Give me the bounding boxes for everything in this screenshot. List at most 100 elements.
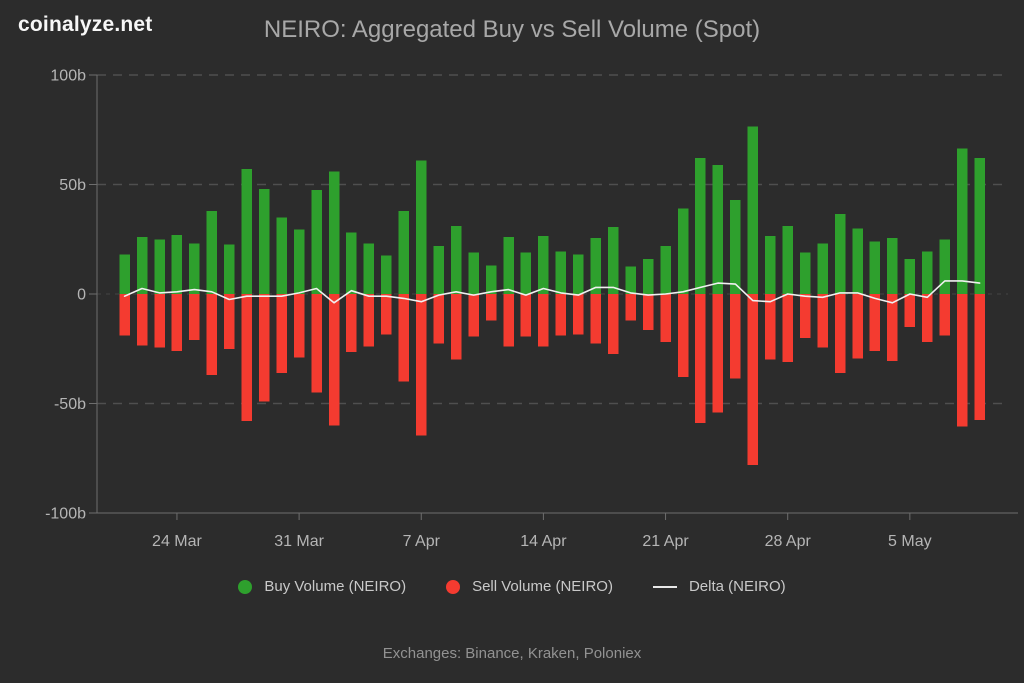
sell-bar[interactable]: [538, 294, 549, 347]
buy-bar[interactable]: [607, 227, 619, 294]
sell-bar[interactable]: [677, 294, 689, 378]
sell-bar[interactable]: [224, 294, 235, 349]
delta-line[interactable]: [123, 280, 981, 304]
buy-bar[interactable]: [485, 265, 497, 294]
buy-bar[interactable]: [730, 199, 741, 294]
sell-bar[interactable]: [520, 294, 532, 337]
sell-bar[interactable]: [485, 294, 497, 321]
buy-bar[interactable]: [712, 164, 724, 294]
sell-bar[interactable]: [206, 294, 218, 376]
buy-bar[interactable]: [642, 258, 654, 294]
buy-bar[interactable]: [869, 241, 881, 294]
buy-bar[interactable]: [782, 226, 793, 294]
sell-bar[interactable]: [154, 294, 165, 348]
legend-item-delta[interactable]: Delta (NEIRO): [652, 578, 786, 595]
sell-bar[interactable]: [712, 294, 724, 413]
buy-bar[interactable]: [974, 158, 985, 294]
brand-logo[interactable]: coinalyze.net: [18, 13, 153, 36]
buy-bar[interactable]: [817, 243, 828, 294]
buy-bar[interactable]: [555, 251, 567, 294]
sell-bar[interactable]: [887, 294, 898, 361]
sell-bar[interactable]: [555, 294, 567, 336]
sell-bar[interactable]: [730, 294, 741, 379]
buy-bar[interactable]: [136, 237, 148, 294]
sell-bar[interactable]: [450, 294, 462, 360]
buy-bar[interactable]: [677, 208, 689, 294]
buy-bar[interactable]: [416, 160, 427, 294]
buy-bar[interactable]: [904, 258, 916, 294]
legend-item-buy[interactable]: Buy Volume (NEIRO): [238, 578, 406, 595]
buy-bar[interactable]: [852, 228, 863, 294]
buy-bar[interactable]: [293, 229, 305, 294]
sell-bar[interactable]: [782, 294, 793, 362]
buy-bar[interactable]: [747, 126, 759, 294]
sell-bar[interactable]: [293, 294, 305, 358]
sell-bar[interactable]: [381, 294, 392, 335]
sell-bar[interactable]: [573, 294, 584, 335]
buy-bar[interactable]: [381, 255, 392, 294]
sell-bar[interactable]: [136, 294, 148, 346]
volume-chart[interactable]: 100b 50b 0 -50b -100b 24 Mar 31 Mar 7 Apr 14 Apr…: [0, 58, 1024, 563]
sell-bar[interactable]: [765, 294, 776, 360]
buy-bar[interactable]: [765, 235, 776, 294]
legend-item-sell[interactable]: Sell Volume (NEIRO): [446, 578, 613, 595]
sell-bar[interactable]: [642, 294, 654, 331]
buy-bar[interactable]: [346, 232, 357, 294]
buy-bar[interactable]: [154, 239, 165, 294]
sell-bar[interactable]: [503, 294, 514, 347]
sell-bar[interactable]: [625, 294, 636, 321]
sell-bar[interactable]: [328, 294, 340, 426]
buy-bar[interactable]: [189, 243, 200, 294]
buy-bar[interactable]: [276, 217, 287, 294]
sell-bar[interactable]: [660, 294, 671, 343]
buy-bar[interactable]: [939, 239, 951, 294]
buy-bar[interactable]: [241, 169, 253, 294]
buy-bar[interactable]: [224, 244, 235, 294]
sell-bar[interactable]: [834, 294, 846, 373]
buy-bar[interactable]: [520, 252, 532, 294]
sell-bar[interactable]: [258, 294, 270, 402]
sell-bar[interactable]: [416, 294, 427, 436]
buy-bar[interactable]: [625, 266, 636, 294]
buy-bar[interactable]: [956, 148, 968, 294]
buy-bar[interactable]: [363, 243, 375, 294]
buy-bar[interactable]: [538, 235, 549, 294]
sell-bar[interactable]: [956, 294, 968, 427]
sell-bar[interactable]: [363, 294, 375, 347]
buy-bar[interactable]: [573, 254, 584, 294]
buy-bar[interactable]: [450, 226, 462, 294]
buy-bar[interactable]: [206, 210, 218, 294]
volume-bars[interactable]: [119, 126, 985, 465]
sell-bar[interactable]: [171, 294, 183, 351]
sell-bar[interactable]: [119, 294, 130, 336]
sell-bar[interactable]: [468, 294, 479, 337]
sell-bar[interactable]: [747, 294, 759, 465]
buy-bar[interactable]: [590, 238, 602, 294]
sell-bar[interactable]: [904, 294, 916, 327]
sell-bar[interactable]: [869, 294, 881, 351]
sell-bar[interactable]: [922, 294, 933, 343]
sell-bar[interactable]: [398, 294, 410, 382]
sell-bar[interactable]: [276, 294, 287, 373]
buy-bar[interactable]: [922, 251, 933, 294]
sell-bar[interactable]: [346, 294, 357, 353]
buy-bar[interactable]: [433, 245, 444, 294]
buy-bar[interactable]: [258, 188, 270, 294]
buy-bar[interactable]: [695, 158, 706, 294]
sell-bar[interactable]: [433, 294, 444, 344]
buy-bar[interactable]: [503, 237, 514, 294]
buy-bar[interactable]: [468, 252, 479, 294]
sell-bar[interactable]: [695, 294, 706, 424]
buy-bar[interactable]: [887, 238, 898, 294]
sell-bar[interactable]: [799, 294, 811, 338]
sell-bar[interactable]: [974, 294, 985, 420]
buy-bar[interactable]: [328, 171, 340, 294]
buy-bar[interactable]: [171, 234, 183, 294]
sell-bar[interactable]: [311, 294, 322, 393]
sell-bar[interactable]: [241, 294, 253, 422]
sell-bar[interactable]: [189, 294, 200, 340]
sell-bar[interactable]: [817, 294, 828, 348]
buy-bar[interactable]: [799, 252, 811, 294]
sell-bar[interactable]: [939, 294, 951, 336]
sell-bar[interactable]: [607, 294, 619, 355]
